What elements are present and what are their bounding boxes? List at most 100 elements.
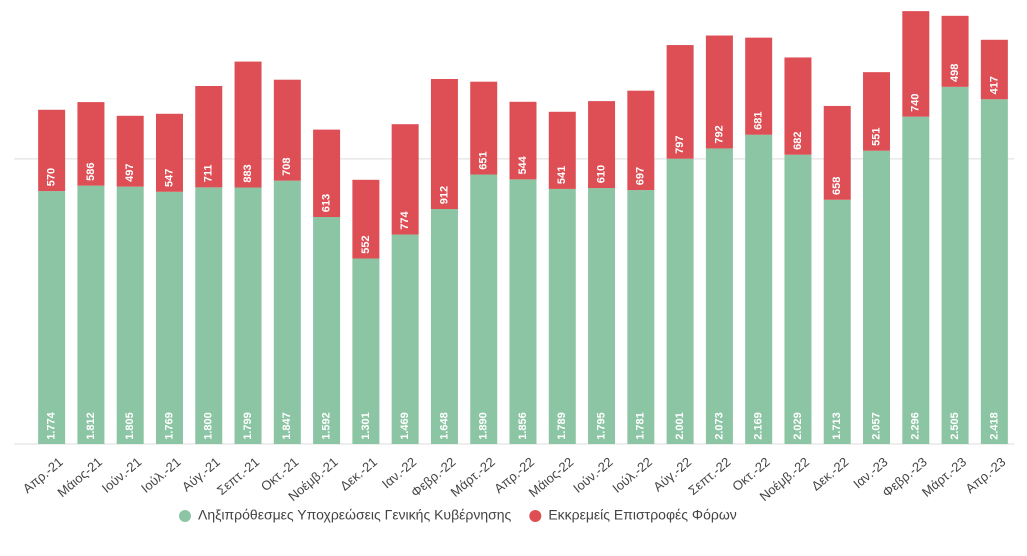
bar-segment bbox=[980, 99, 1008, 445]
bar-segment bbox=[745, 37, 773, 135]
bar-segment bbox=[430, 209, 458, 444]
value-label: 2.296 bbox=[910, 412, 922, 440]
value-label: 1.648 bbox=[438, 412, 450, 440]
value-label: 740 bbox=[910, 93, 922, 111]
x-tick-label: Ιούλ.-22 bbox=[609, 454, 655, 496]
value-label: 651 bbox=[478, 151, 490, 169]
value-label: 2.029 bbox=[792, 412, 804, 440]
bar-segment bbox=[627, 90, 655, 191]
value-label: 551 bbox=[870, 128, 882, 146]
value-label: 2.001 bbox=[674, 412, 686, 440]
value-label: 883 bbox=[242, 164, 254, 182]
value-label: 681 bbox=[753, 112, 765, 130]
bar-segment bbox=[823, 105, 851, 200]
x-tick-label: Σεπτ.-22 bbox=[685, 454, 733, 498]
value-label: 1.890 bbox=[478, 412, 490, 440]
bar-segment bbox=[823, 199, 851, 444]
x-tick-label: Ιούλ.-21 bbox=[138, 454, 184, 496]
value-label: 912 bbox=[438, 186, 450, 204]
value-label: 498 bbox=[949, 64, 961, 82]
bar-segment bbox=[863, 150, 891, 444]
bar-segment bbox=[155, 191, 183, 444]
bar-segment bbox=[548, 111, 576, 189]
value-label: 682 bbox=[792, 132, 804, 150]
bar-segment bbox=[116, 115, 144, 187]
legend-swatch bbox=[529, 510, 542, 522]
value-label: 417 bbox=[988, 76, 1000, 94]
bar-segment bbox=[745, 134, 773, 444]
bar-segment bbox=[941, 86, 969, 445]
x-tick-label: Δεκ.-21 bbox=[337, 454, 380, 493]
value-label: 792 bbox=[713, 125, 725, 143]
bar-segment bbox=[273, 79, 301, 181]
bar-segment bbox=[155, 113, 183, 192]
x-tick-label: Μάιος-21 bbox=[54, 454, 105, 500]
value-label: 2.169 bbox=[753, 412, 765, 440]
x-tick-label: Μάρτ.-22 bbox=[448, 454, 498, 500]
value-label: 552 bbox=[360, 235, 372, 253]
value-label: 2.057 bbox=[870, 412, 882, 440]
bar-segment bbox=[391, 124, 419, 235]
bar-segment bbox=[195, 85, 223, 188]
bar-segment bbox=[784, 154, 812, 445]
legend-swatch bbox=[179, 510, 191, 522]
x-tick-label: Σεπτ.-21 bbox=[214, 454, 262, 498]
value-label: 697 bbox=[635, 167, 647, 185]
value-label: 541 bbox=[556, 166, 568, 184]
value-label: 658 bbox=[831, 177, 843, 195]
bar-segment bbox=[666, 158, 694, 444]
bar-segment bbox=[548, 188, 576, 444]
value-label: 613 bbox=[321, 194, 333, 212]
bar-segment bbox=[234, 61, 262, 188]
bar-segment bbox=[195, 187, 223, 444]
value-label: 1.799 bbox=[242, 412, 254, 440]
x-tick-label: Μάιος-22 bbox=[526, 454, 577, 500]
value-label: 1.789 bbox=[556, 412, 568, 440]
value-label: 1.774 bbox=[46, 411, 58, 439]
value-label: 1.847 bbox=[281, 412, 293, 440]
value-label: 1.795 bbox=[595, 412, 607, 440]
value-label: 1.856 bbox=[517, 412, 529, 440]
value-label: 1.592 bbox=[321, 412, 333, 440]
bar-segment bbox=[980, 39, 1008, 100]
bar-segment bbox=[705, 35, 733, 149]
value-label: 1.805 bbox=[124, 412, 136, 440]
x-tick-label: Δεκ.-22 bbox=[808, 454, 851, 493]
bar-segment bbox=[352, 258, 380, 444]
bar-segment bbox=[705, 148, 733, 444]
value-label: 1.781 bbox=[635, 412, 647, 440]
value-label: 586 bbox=[85, 162, 97, 180]
bar-segment bbox=[902, 11, 930, 117]
bar-segment bbox=[666, 45, 694, 159]
bar-segment bbox=[391, 234, 419, 444]
x-tick-label: Απρ.-23 bbox=[962, 454, 1008, 496]
legend-label: Εκκρεμείς Επιστροφές Φόρων bbox=[548, 507, 736, 523]
bar-segment bbox=[313, 129, 341, 218]
x-tick-label: Ιούν.-22 bbox=[570, 454, 616, 496]
bar-segment bbox=[627, 190, 655, 444]
value-label: 1.301 bbox=[360, 412, 372, 440]
value-label: 797 bbox=[674, 136, 686, 154]
value-label: 1.469 bbox=[399, 412, 411, 440]
bar-segment bbox=[116, 186, 144, 444]
value-label: 708 bbox=[281, 157, 293, 175]
bar-segment bbox=[234, 187, 262, 444]
bar-segment bbox=[352, 179, 380, 259]
value-label: 1.713 bbox=[831, 412, 843, 440]
value-label: 544 bbox=[517, 155, 529, 174]
bar-segment bbox=[38, 109, 66, 192]
bar-segment bbox=[784, 57, 812, 155]
value-label: 1.800 bbox=[203, 412, 215, 440]
value-label: 2.505 bbox=[949, 412, 961, 440]
value-label: 497 bbox=[124, 163, 136, 181]
bar-segment bbox=[509, 101, 537, 180]
bar-segment bbox=[38, 191, 66, 444]
value-label: 2.073 bbox=[713, 412, 725, 440]
bar-segment bbox=[77, 185, 105, 445]
bar-segment bbox=[273, 180, 301, 444]
value-label: 774 bbox=[399, 210, 411, 229]
legend-label: Ληξιπρόθεσμες Υποχρεώσεις Γενικής Κυβέρν… bbox=[198, 507, 512, 523]
bar-segment bbox=[588, 101, 616, 189]
bar-segment bbox=[863, 72, 891, 151]
